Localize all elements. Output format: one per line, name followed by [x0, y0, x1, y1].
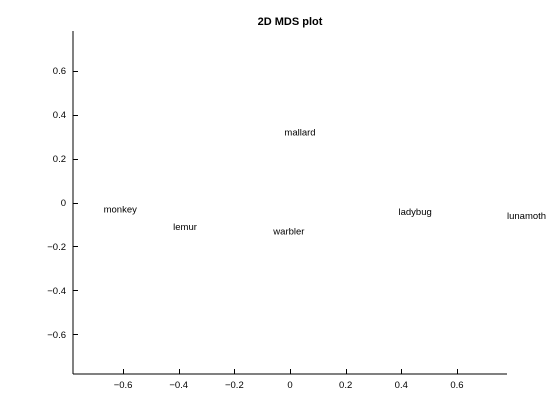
point-label-ladybug: ladybug	[399, 207, 432, 218]
x-tick-label: −0.2	[225, 380, 244, 391]
point-label-mallard: mallard	[284, 128, 315, 139]
x-tick-label: 0.6	[450, 380, 463, 391]
y-axis-ticks: −0.6 −0.4 −0.2 0 0.2 0.4 0.6	[47, 66, 78, 341]
y-tick-label: −0.6	[47, 330, 66, 341]
y-tick-label: −0.2	[47, 242, 66, 253]
y-tick-label: 0	[61, 198, 66, 209]
chart-title: 2D MDS plot	[258, 16, 323, 28]
point-label-lemur: lemur	[173, 222, 197, 233]
y-tick-label: 0.6	[53, 66, 66, 77]
y-tick-label: −0.4	[47, 286, 66, 297]
axes	[72, 31, 507, 375]
x-axis-ticks: −0.6 −0.4 −0.2 0 0.2 0.4 0.6	[114, 369, 464, 391]
point-label-monkey: monkey	[104, 205, 138, 216]
y-tick-label: 0.4	[53, 110, 66, 121]
x-tick-label: 0	[287, 380, 292, 391]
data-points: monkey lemur mallard warbler ladybug lunamoth	[104, 128, 546, 238]
point-label-warbler: warbler	[272, 227, 304, 238]
x-tick-label: 0.2	[339, 380, 352, 391]
point-label-lunamoth: lunamoth	[507, 211, 546, 222]
y-tick-label: 0.2	[53, 154, 66, 165]
x-tick-label: −0.4	[169, 380, 188, 391]
x-tick-label: 0.4	[395, 380, 408, 391]
x-tick-label: −0.6	[114, 380, 133, 391]
